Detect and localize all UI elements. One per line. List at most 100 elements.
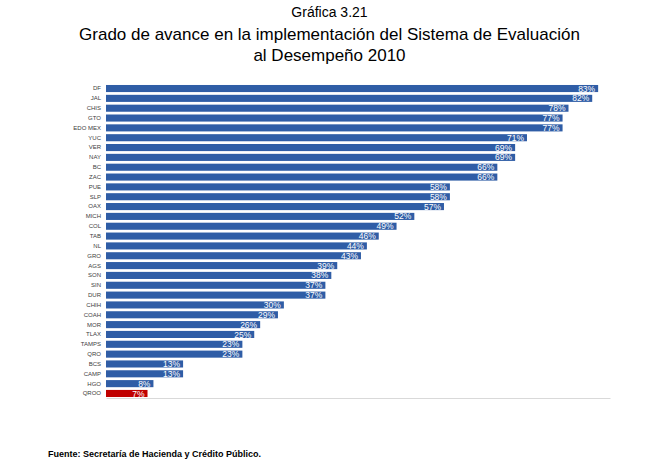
y-axis: DFJALCHISGTOEDO MEXYUCVERNAYBCZACPUESLPO… bbox=[73, 85, 101, 396]
tick: MOR bbox=[87, 322, 102, 328]
bar bbox=[106, 331, 254, 338]
tick: CHIH bbox=[86, 302, 101, 308]
subtitle: Grado de avance en la implementación del… bbox=[79, 25, 580, 65]
tick: GTO bbox=[88, 115, 101, 121]
tick: NL bbox=[93, 243, 101, 249]
bar bbox=[106, 105, 568, 112]
tick: OAX bbox=[88, 203, 101, 209]
axis-line bbox=[107, 398, 611, 399]
bar bbox=[106, 272, 331, 279]
tick-label: HGO bbox=[87, 381, 101, 387]
bar bbox=[106, 85, 598, 92]
tick: TAMPS bbox=[81, 341, 101, 347]
data-label: 83% bbox=[578, 84, 595, 94]
bar bbox=[106, 183, 450, 190]
data-label: 52% bbox=[394, 211, 411, 221]
source-note: Fuente: Secretaría de Hacienda y Crédito… bbox=[48, 449, 261, 459]
bars bbox=[106, 85, 598, 397]
tick: BC bbox=[93, 164, 102, 170]
tick-label: MICH bbox=[86, 213, 101, 219]
tick-label: DF bbox=[93, 85, 101, 91]
data-label: 23% bbox=[222, 339, 239, 349]
tick-label: QRO bbox=[87, 351, 101, 357]
tick: CHIS bbox=[87, 105, 101, 111]
tick: DUR bbox=[88, 292, 102, 298]
tick-label: DUR bbox=[88, 292, 102, 298]
bar bbox=[106, 193, 450, 200]
data-label: 8% bbox=[138, 379, 151, 389]
bar bbox=[106, 321, 260, 328]
tick-label: TLAX bbox=[86, 331, 101, 337]
tick: SON bbox=[88, 272, 101, 278]
tick: GRO bbox=[87, 253, 101, 259]
data-label: 26% bbox=[240, 320, 257, 330]
tick-label: YUC bbox=[88, 135, 101, 141]
bar bbox=[106, 114, 563, 121]
bar bbox=[106, 252, 361, 259]
tick-label: GRO bbox=[87, 253, 101, 259]
chart: Gráfica 3.21 Grado de avance en la implem… bbox=[0, 0, 659, 463]
tick: ZAC bbox=[89, 174, 102, 180]
tick: TLAX bbox=[86, 331, 101, 337]
data-label: 82% bbox=[572, 93, 589, 103]
bar bbox=[106, 95, 592, 102]
tick: VER bbox=[89, 144, 102, 150]
bar bbox=[106, 154, 515, 161]
data-label: 13% bbox=[163, 359, 180, 369]
bar bbox=[106, 223, 397, 230]
bar bbox=[106, 203, 444, 210]
subtitle-line: Grado de avance en la implementación del… bbox=[79, 25, 580, 44]
bar bbox=[106, 282, 325, 289]
tick: TAB bbox=[90, 233, 101, 239]
data-label: 7% bbox=[132, 389, 145, 399]
data-label: 77% bbox=[543, 123, 560, 133]
data-label: 13% bbox=[163, 369, 180, 379]
tick: BCS bbox=[89, 361, 101, 367]
tick-label: CHIS bbox=[87, 105, 101, 111]
tick-label: QROO bbox=[83, 390, 102, 396]
bar bbox=[106, 134, 527, 141]
bar bbox=[106, 262, 337, 269]
tick: SIN bbox=[91, 282, 101, 288]
data-label: 46% bbox=[359, 231, 376, 241]
tick-label: ZAC bbox=[89, 174, 102, 180]
bar bbox=[106, 144, 515, 151]
data-label: 66% bbox=[477, 162, 494, 172]
tick: SLP bbox=[90, 194, 101, 200]
bar bbox=[106, 233, 379, 240]
bar bbox=[106, 174, 497, 181]
tick: YUC bbox=[88, 135, 101, 141]
tick-label: EDO MEX bbox=[73, 125, 101, 131]
bar bbox=[106, 124, 563, 131]
data-label: 58% bbox=[430, 182, 447, 192]
data-label: 77% bbox=[543, 113, 560, 123]
bar bbox=[106, 242, 367, 249]
data-label: 69% bbox=[495, 152, 512, 162]
bar bbox=[106, 164, 497, 171]
tick-label: TAMPS bbox=[81, 341, 101, 347]
data-label: 25% bbox=[234, 330, 251, 340]
bar bbox=[106, 301, 284, 308]
data-label: 43% bbox=[341, 251, 358, 261]
tick-label: BCS bbox=[89, 361, 101, 367]
tick-label: OAX bbox=[88, 203, 101, 209]
bar bbox=[106, 213, 414, 220]
x-axis bbox=[107, 398, 611, 399]
tick: AGS bbox=[88, 263, 101, 269]
tick-label: CHIH bbox=[86, 302, 101, 308]
data-label: 71% bbox=[507, 133, 524, 143]
tick-label: SLP bbox=[90, 194, 101, 200]
tick-label: NAY bbox=[89, 154, 101, 160]
tick-label: JAL bbox=[91, 95, 102, 101]
data-label: 58% bbox=[430, 192, 447, 202]
data-label: 38% bbox=[311, 270, 328, 280]
subtitle-line: al Desempeño 2010 bbox=[253, 46, 405, 65]
bar bbox=[106, 311, 278, 318]
data-label: 49% bbox=[377, 221, 394, 231]
tick-label: BC bbox=[93, 164, 102, 170]
tick: MICH bbox=[86, 213, 101, 219]
title: Gráfica 3.21 bbox=[291, 4, 367, 20]
tick: NAY bbox=[89, 154, 101, 160]
tick-label: COL bbox=[89, 223, 102, 229]
data-label: 69% bbox=[495, 143, 512, 153]
